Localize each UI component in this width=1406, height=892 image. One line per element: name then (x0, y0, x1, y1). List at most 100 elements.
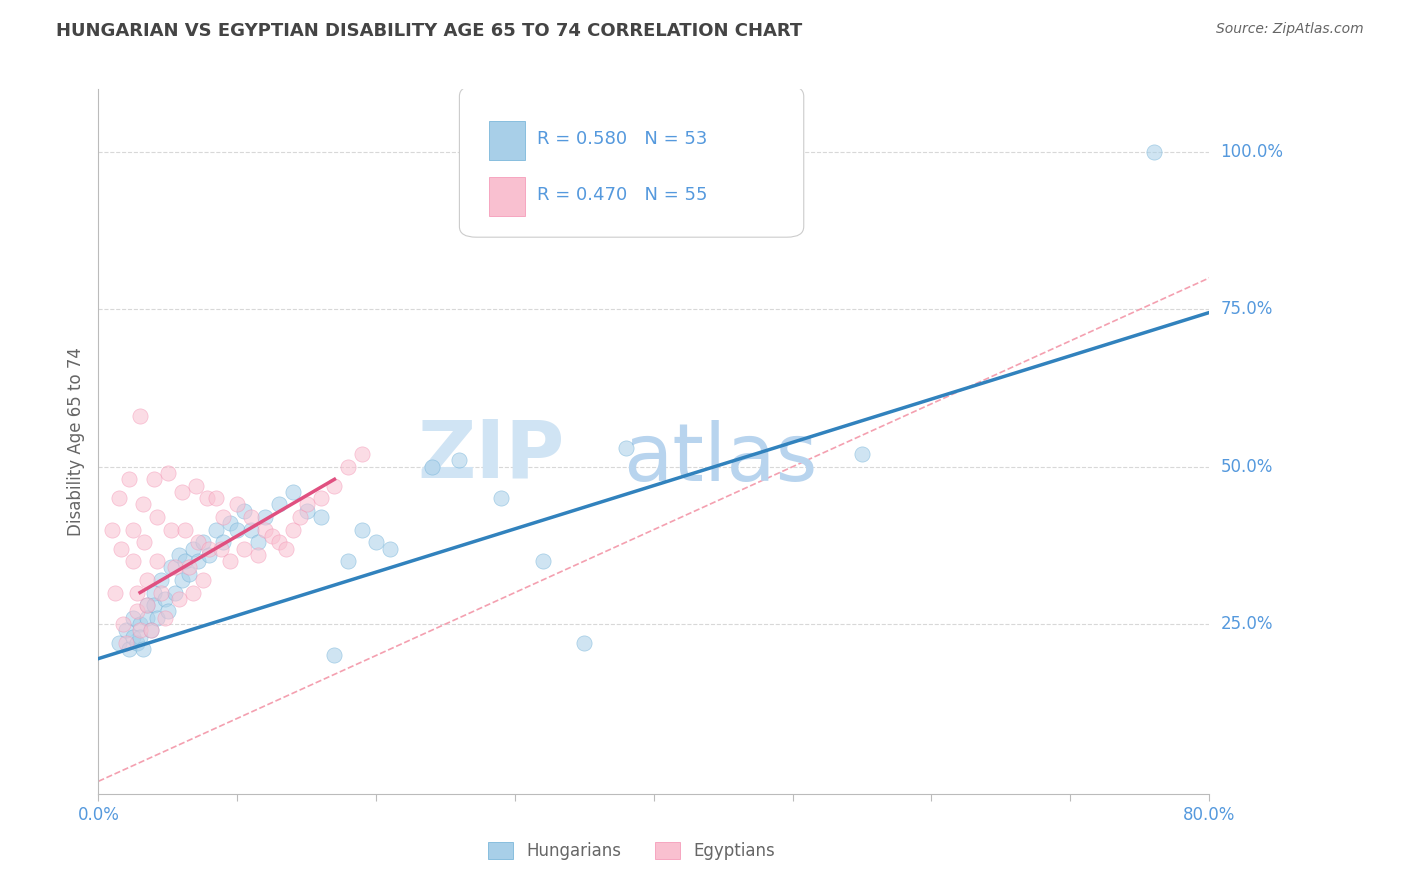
Point (195, 491, 218, 505)
Point (163, 585, 186, 599)
Point (449, 453, 471, 467)
Point (574, 636, 596, 650)
Point (267, 535, 290, 549)
Point (141, 624, 163, 638)
FancyBboxPatch shape (489, 121, 524, 160)
Text: 100.0%: 100.0% (1220, 143, 1284, 161)
Point (309, 510, 332, 524)
Point (136, 611, 159, 625)
Point (115, 636, 138, 650)
Text: HUNGARIAN VS EGYPTIAN DISABILITY AGE 65 TO 74 CORRELATION CHART: HUNGARIAN VS EGYPTIAN DISABILITY AGE 65 … (56, 22, 803, 40)
Point (253, 510, 276, 524)
Point (122, 554, 145, 568)
Text: ZIP: ZIP (418, 417, 565, 495)
Y-axis label: Disability Age 65 to 74: Disability Age 65 to 74 (66, 347, 84, 536)
Point (101, 523, 124, 537)
Point (191, 573, 214, 587)
Point (134, 535, 156, 549)
Text: 25.0%: 25.0% (1220, 615, 1272, 633)
Point (108, 491, 131, 505)
Point (309, 491, 332, 505)
Point (129, 409, 152, 424)
Point (149, 573, 172, 587)
Point (156, 466, 179, 480)
Point (153, 591, 176, 606)
Point (159, 560, 181, 574)
Point (184, 478, 207, 492)
Point (136, 598, 159, 612)
Point (288, 510, 311, 524)
Point (226, 498, 249, 512)
Point (205, 491, 228, 505)
Point (118, 472, 141, 486)
Point (159, 523, 181, 537)
Point (143, 585, 166, 599)
Point (240, 510, 263, 524)
Point (281, 523, 304, 537)
Text: Source: ZipAtlas.com: Source: ZipAtlas.com (1216, 22, 1364, 37)
Point (337, 459, 360, 474)
Point (122, 611, 145, 625)
Point (118, 642, 141, 657)
Point (209, 541, 232, 556)
Point (181, 585, 204, 599)
Point (352, 523, 374, 537)
Point (108, 636, 131, 650)
Point (337, 554, 360, 568)
Point (378, 541, 401, 556)
Point (281, 484, 304, 499)
Point (614, 441, 637, 455)
Point (253, 523, 276, 537)
Point (110, 541, 132, 556)
Point (420, 459, 443, 474)
Point (219, 554, 242, 568)
Point (145, 611, 167, 625)
Point (295, 504, 318, 518)
Point (170, 484, 193, 499)
Point (173, 523, 195, 537)
Point (323, 478, 346, 492)
Point (167, 591, 190, 606)
Point (177, 566, 200, 581)
Point (129, 630, 152, 644)
Point (366, 535, 388, 549)
Point (489, 491, 512, 505)
Point (143, 598, 166, 612)
Text: 75.0%: 75.0% (1220, 301, 1272, 318)
Point (212, 510, 235, 524)
Point (127, 585, 149, 599)
Point (112, 617, 135, 632)
Point (260, 529, 283, 543)
Point (187, 554, 209, 568)
Point (170, 573, 193, 587)
Point (1143, 145, 1166, 160)
Point (181, 541, 204, 556)
Legend: Hungarians, Egyptians: Hungarians, Egyptians (481, 835, 782, 867)
Point (122, 630, 145, 644)
Point (115, 624, 138, 638)
Point (274, 541, 297, 556)
Point (132, 498, 155, 512)
Point (153, 611, 176, 625)
Point (129, 617, 152, 632)
Point (145, 554, 167, 568)
Point (267, 498, 290, 512)
Point (149, 585, 172, 599)
Point (352, 447, 374, 461)
Point (212, 535, 235, 549)
Point (233, 504, 256, 518)
Point (177, 560, 200, 574)
Point (163, 560, 186, 574)
Point (167, 548, 190, 562)
Point (198, 541, 221, 556)
Point (247, 535, 270, 549)
Point (143, 472, 166, 486)
Point (531, 554, 554, 568)
FancyBboxPatch shape (460, 86, 804, 237)
Point (198, 548, 221, 562)
Point (851, 447, 873, 461)
Point (233, 541, 256, 556)
FancyBboxPatch shape (489, 178, 524, 216)
Point (295, 498, 318, 512)
Point (141, 624, 163, 638)
